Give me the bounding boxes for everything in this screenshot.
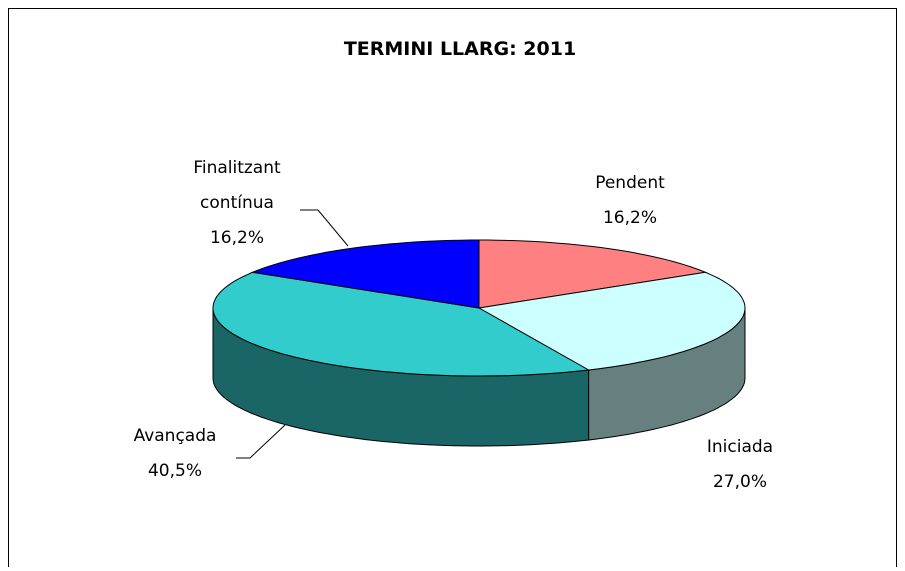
data-label: 40,5% <box>148 461 202 481</box>
pie <box>212 239 746 447</box>
data-label: 16,2% <box>603 208 657 228</box>
category-label: Pendent <box>595 173 665 193</box>
pie-slice <box>250 239 480 309</box>
pie-slice <box>212 271 591 377</box>
leader-line <box>300 209 349 247</box>
leader-line <box>236 424 286 459</box>
data-label: 16,2% <box>210 228 264 248</box>
category-label: Iniciada <box>707 437 773 457</box>
pie-slice <box>478 239 708 309</box>
chart-title: TERMINI LLARG: 2011 <box>344 38 576 60</box>
category-label: Finalitzant contínua <box>193 158 281 213</box>
data-label: 27,0% <box>713 472 767 492</box>
category-label: Avançada <box>134 426 217 446</box>
chart-frame <box>8 8 897 567</box>
